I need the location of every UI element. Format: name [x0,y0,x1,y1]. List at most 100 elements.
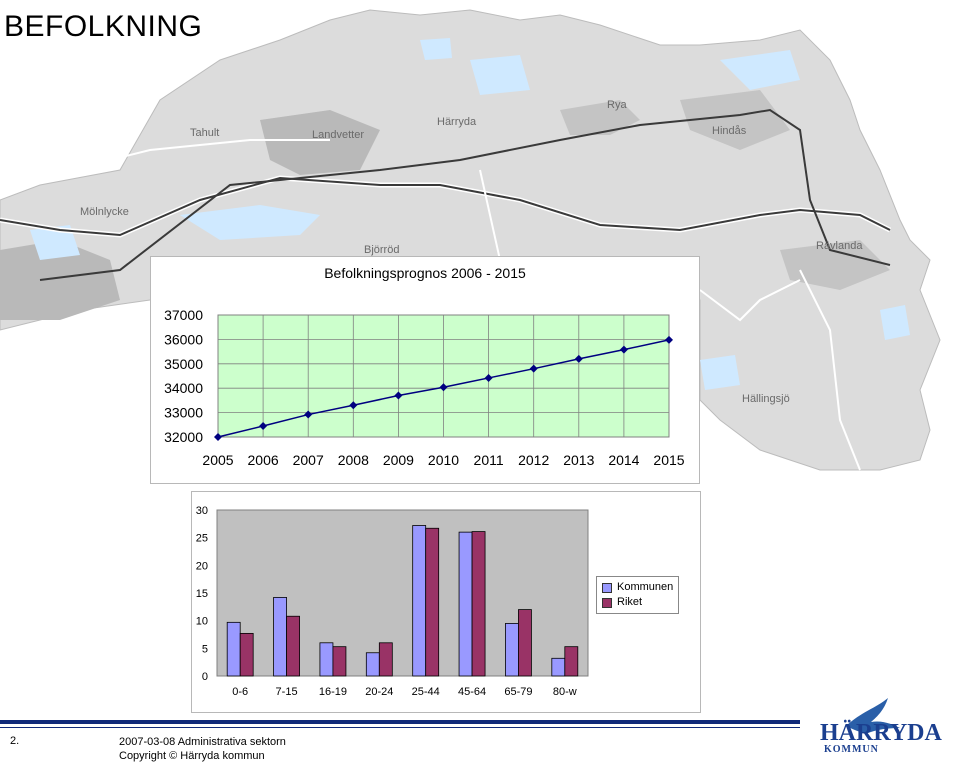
bar-riket [378,642,393,677]
bar-kommunen [226,621,241,677]
bar-kommunen [273,597,287,677]
map-urban-area [780,240,890,290]
y-tick-label: 33000 [164,405,203,421]
x-tick-label: 20-24 [365,686,393,698]
bar-riket [425,527,440,677]
bar-kommunen [505,623,519,677]
data-point [304,410,313,419]
footer-date-department: 2007-03-08 Administrativa sektorn [119,736,286,748]
slide-title: BEFOLKNING [4,10,203,43]
map-urban-area [260,110,380,175]
y-tick-label: 34000 [164,380,203,396]
data-point [574,354,583,363]
bar-riket [471,531,486,677]
x-tick-label: 2009 [383,452,414,468]
map-lake [180,205,320,240]
map-label-bjorrod: Björröd [364,244,400,256]
map-railway [39,108,891,281]
data-point [394,391,403,400]
x-tick-label: 2012 [518,452,549,468]
map-lake [470,55,530,95]
map-road [699,279,801,322]
chart-title: Befolkningsprognos 2006 - 2015 [324,265,526,281]
footer-rule-thin [0,727,800,728]
x-tick-label: 25-44 [412,686,440,698]
x-tick-label: 2014 [608,452,639,468]
footer-rule [0,720,800,724]
population-forecast-chart: Befolkningsprognos 2006 - 2015 37000 3600… [150,256,700,484]
legend-label: Kommunen [617,581,674,593]
y-tick-label: 37000 [164,307,203,323]
map-lake [420,38,452,60]
map-label-landvetter: Landvetter [312,129,364,141]
x-tick-label: 2013 [563,452,594,468]
data-point [529,364,538,373]
bar-chart-svg: 30 25 20 15 10 5 0 0-6 7-15 16-19 20-24 25-44 45-64 6… [196,505,589,698]
x-tick-label: 2006 [248,452,279,468]
footer-copyright: Copyright © Härryda kommun [119,750,265,762]
bar-riket [564,646,579,677]
bar-kommunen [365,652,380,677]
y-tick-label: 32000 [164,429,203,445]
map-label-ravlanda: Rävlanda [816,240,863,252]
map-lake [30,225,80,260]
x-tick-label: 2008 [338,452,369,468]
map-highway [0,176,891,237]
map-label-tahult: Tahult [190,127,220,139]
data-point [619,345,628,354]
x-tick-label: 2010 [428,452,459,468]
bird-icon [846,698,900,734]
y-tick-label: 25 [196,533,208,545]
y-tick-label: 36000 [164,331,203,347]
map-label-rya: Rya [607,99,627,111]
bar-kommunen [551,657,566,677]
slide-number: 2. [10,735,20,747]
bar-riket [239,632,254,677]
x-tick-label: 7-15 [276,686,298,698]
logo-text: HÄRRYDA [820,720,942,746]
data-point [484,373,493,382]
map-lake [700,355,740,390]
plot-area [216,509,589,677]
y-tick-label: 5 [202,643,208,655]
map-urban-area [680,90,790,150]
x-tick-label: 2015 [653,452,684,468]
age-distribution-chart: 30 25 20 15 10 5 0 0-6 7-15 16-19 20-24 25-44 45-64 6… [191,491,701,713]
footer-text: 2007-03-08 Administrativa sektorn Copyri… [119,735,286,763]
legend-swatch-kommunen [602,582,612,593]
data-point [439,383,448,392]
x-tick-label: 2005 [202,452,233,468]
map-urban-area [0,240,120,320]
x-tick-label: 2007 [293,452,324,468]
bar-riket [332,646,347,677]
x-tick-label: 0-6 [232,686,248,698]
x-tick-label: 2011 [474,452,504,468]
map-urban-area [560,100,640,135]
bar-kommunen [319,642,334,677]
line-chart-svg: 37000 36000 35000 34000 33000 32000 2005 2006 20… [164,307,685,468]
map-road [0,139,330,167]
map-lake [880,305,910,340]
map-road [799,269,861,471]
map-label-molnlycke: Mölnlycke [80,206,129,218]
legend-swatch-riket [602,597,612,608]
bar-kommunen [458,531,473,677]
x-tick-label: 65-79 [504,686,532,698]
map-lake [720,50,800,90]
map-label-hindas: Hindås [712,125,747,137]
bar-riket [286,615,300,677]
y-tick-label: 10 [196,616,208,628]
legend-item-kommunen: Kommunen [602,580,673,595]
bar-kommunen [412,525,427,677]
legend-label: Riket [617,596,643,608]
logo-subtext: KOMMUN [824,744,879,755]
map-label-hallingsjo: Hällingsjö [742,393,790,405]
harryda-logo: HÄRRYDA KOMMUN [820,698,942,755]
data-point [349,401,358,410]
x-tick-label: 45-64 [458,686,486,698]
legend-item-riket: Riket [602,595,673,610]
y-tick-label: 35000 [164,356,203,372]
data-point [665,335,673,344]
data-point [259,422,268,431]
